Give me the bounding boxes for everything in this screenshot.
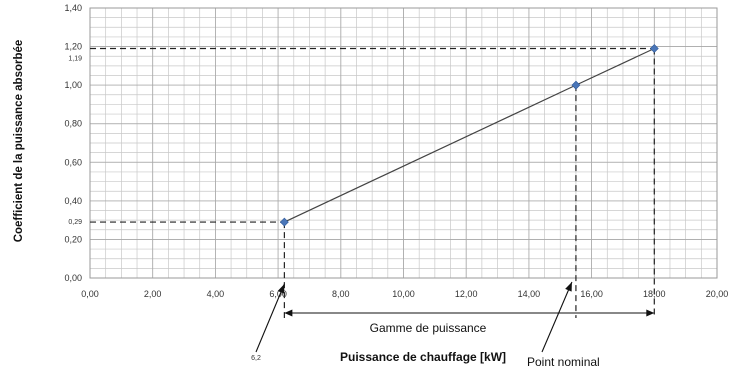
x-tick-label: 2,00: [144, 289, 162, 299]
x-tick-label: 6,00: [269, 289, 287, 299]
y-tick-label: 1,20: [64, 42, 82, 52]
y-tick-labels: 0,00 0,20 0,40 0,60 0,80 1,00 1,20 1,40 0,29 1,19: [64, 3, 82, 283]
y-tick-label: 0,80: [64, 119, 82, 129]
series-line: [284, 47, 655, 223]
nominal-point-label: Point nominal: [527, 355, 600, 369]
x-tick-label: 14,00: [518, 289, 541, 299]
data-point-marker: [279, 217, 289, 227]
start-point-pointer-head: [277, 284, 285, 294]
x-tick-label: 16,00: [580, 289, 603, 299]
plot-area-border: [89, 7, 718, 279]
x-axis-label: Puissance de chauffage [kW]: [340, 350, 506, 364]
x-tick-label: 12,00: [455, 289, 478, 299]
data-point-marker: [571, 80, 581, 90]
reference-lines: [90, 47, 655, 318]
x-tick-label: 18,00: [643, 289, 666, 299]
range-annotation: [255, 281, 655, 353]
x-tick-label: 10,00: [392, 289, 415, 299]
data-point-marker: [649, 44, 659, 53]
x-tick-label: 4,00: [207, 289, 225, 299]
x-tick-label: 0,00: [81, 289, 99, 299]
range-arrowhead-right: [646, 309, 655, 317]
y-axis-label: Coefficient de la puissance absorbée: [13, 40, 25, 243]
start-point-label: 6,2: [251, 355, 261, 362]
nominal-point-pointer-line: [541, 281, 573, 353]
start-point-pointer-line: [255, 283, 285, 353]
x-tick-labels: 0,00 2,00 4,00 6,00 8,00 10,00 12,00 14,00 16,00…: [81, 289, 728, 299]
y-tick-label: 0,40: [64, 196, 82, 206]
range-label: Gamme de puissance: [370, 321, 487, 335]
y-tick-label: 1,00: [64, 80, 82, 90]
reference-line-label: 1,19: [68, 56, 82, 63]
range-arrowhead-left: [284, 309, 293, 317]
y-tick-label: 1,40: [64, 3, 82, 13]
nominal-point-pointer-head: [565, 282, 572, 292]
y-tick-label: 0,60: [64, 157, 82, 167]
data-series: [279, 44, 659, 227]
x-tick-label: 8,00: [332, 289, 350, 299]
y-tick-label: 0,00: [64, 273, 82, 283]
x-tick-label: 20,00: [706, 289, 729, 299]
reference-line-label: 0,29: [68, 219, 82, 226]
grid-lines: [89, 7, 718, 279]
y-tick-label: 0,20: [64, 234, 82, 244]
